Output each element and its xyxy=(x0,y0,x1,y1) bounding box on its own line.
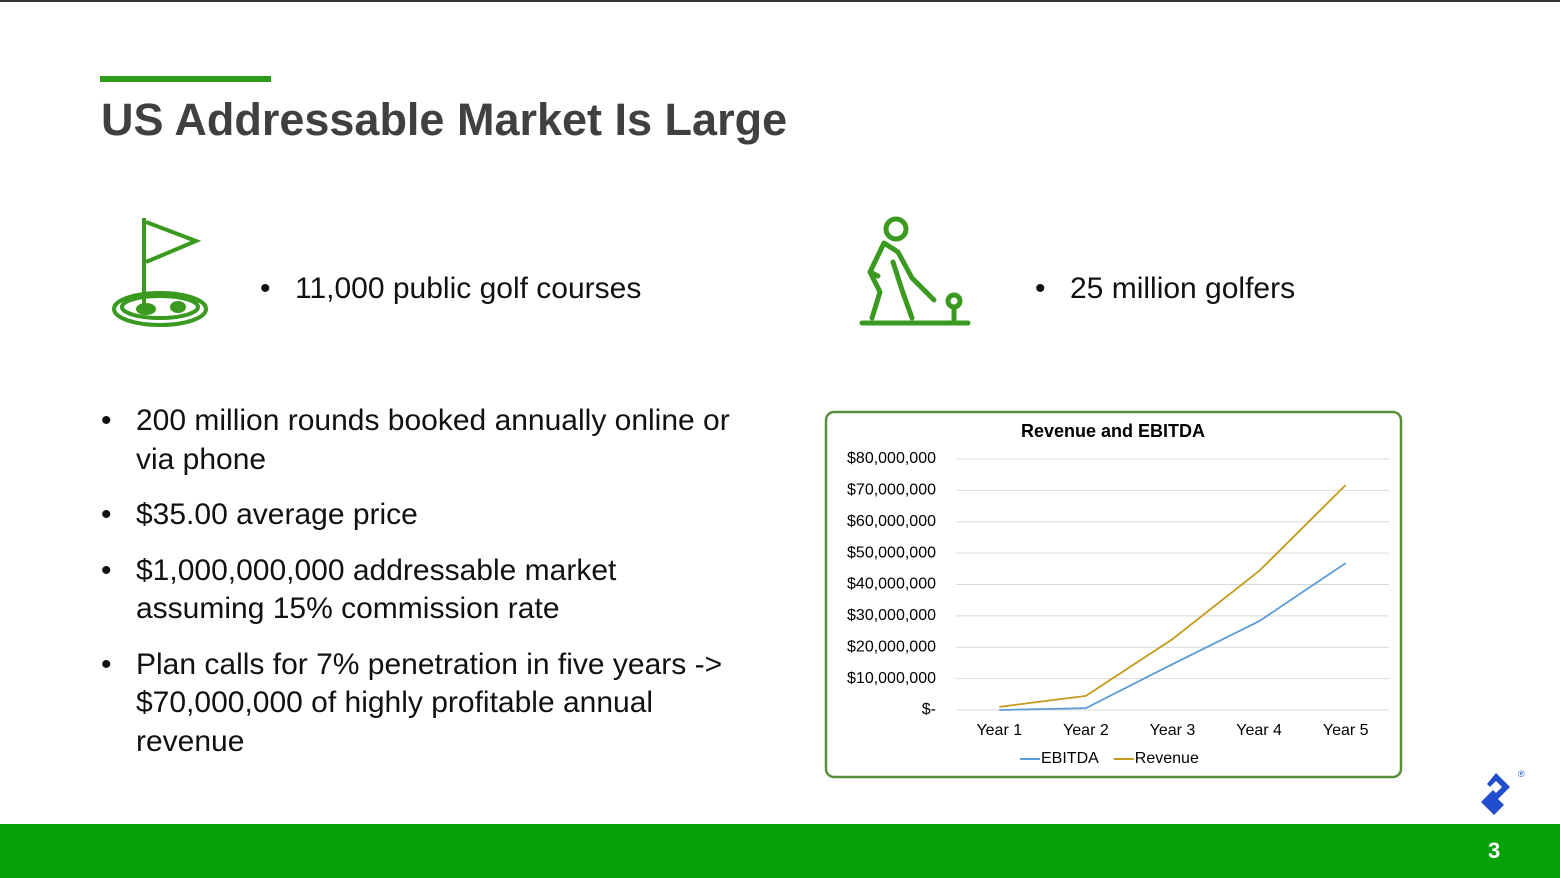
x-tick-label: Year 1 xyxy=(976,722,1022,739)
flag-icon xyxy=(112,218,208,327)
legend-label: EBITDA xyxy=(1041,750,1099,767)
bullet: $1,000,000,000 addressable market assumi… xyxy=(101,552,748,629)
x-tick-label: Year 5 xyxy=(1323,722,1369,739)
logo: ® xyxy=(1481,769,1525,815)
highlight: 11,000 public golf courses xyxy=(260,272,641,306)
chart-frame xyxy=(824,410,1403,779)
y-tick-label: $20,000,000 xyxy=(847,638,936,655)
footer-bar xyxy=(0,824,1560,878)
y-tick-label: $40,000,000 xyxy=(847,576,936,593)
page-number: 3 xyxy=(1488,838,1501,863)
top-border xyxy=(0,0,1560,2)
y-tick-label: $30,000,000 xyxy=(847,607,936,624)
accent-bar xyxy=(100,76,271,82)
bullet: 200 million rounds booked annually onlin… xyxy=(101,402,748,479)
y-tick-label: $80,000,000 xyxy=(847,450,936,467)
y-tick-label: $- xyxy=(922,701,936,718)
bullet: Plan calls for 7% penetration in five ye… xyxy=(101,646,748,762)
x-tick-label: Year 3 xyxy=(1150,722,1196,739)
slide-title: US Addressable Market Is Large xyxy=(101,94,788,145)
y-tick-label: $60,000,000 xyxy=(847,513,936,530)
y-tick-label: $10,000,000 xyxy=(847,670,936,687)
chart-title: Revenue and EBITDA xyxy=(1021,421,1205,441)
highlight: 25 million golfers xyxy=(1035,272,1295,306)
x-tick-label: Year 2 xyxy=(1063,722,1109,739)
svg-text:®: ® xyxy=(1518,769,1525,779)
bullet-list: 200 million rounds booked annually onlin… xyxy=(101,402,748,778)
series-line xyxy=(999,562,1347,711)
chart: $- $10,000,000 $20,000,000 $30,000,000 $40,0… xyxy=(847,450,1389,767)
golfer-icon xyxy=(859,216,971,326)
series-line xyxy=(999,484,1347,708)
x-tick-label: Year 4 xyxy=(1236,722,1282,739)
y-tick-label: $50,000,000 xyxy=(847,544,936,561)
bullet: $35.00 average price xyxy=(101,496,748,535)
legend-label: Revenue xyxy=(1135,750,1199,767)
y-tick-label: $70,000,000 xyxy=(847,482,936,499)
